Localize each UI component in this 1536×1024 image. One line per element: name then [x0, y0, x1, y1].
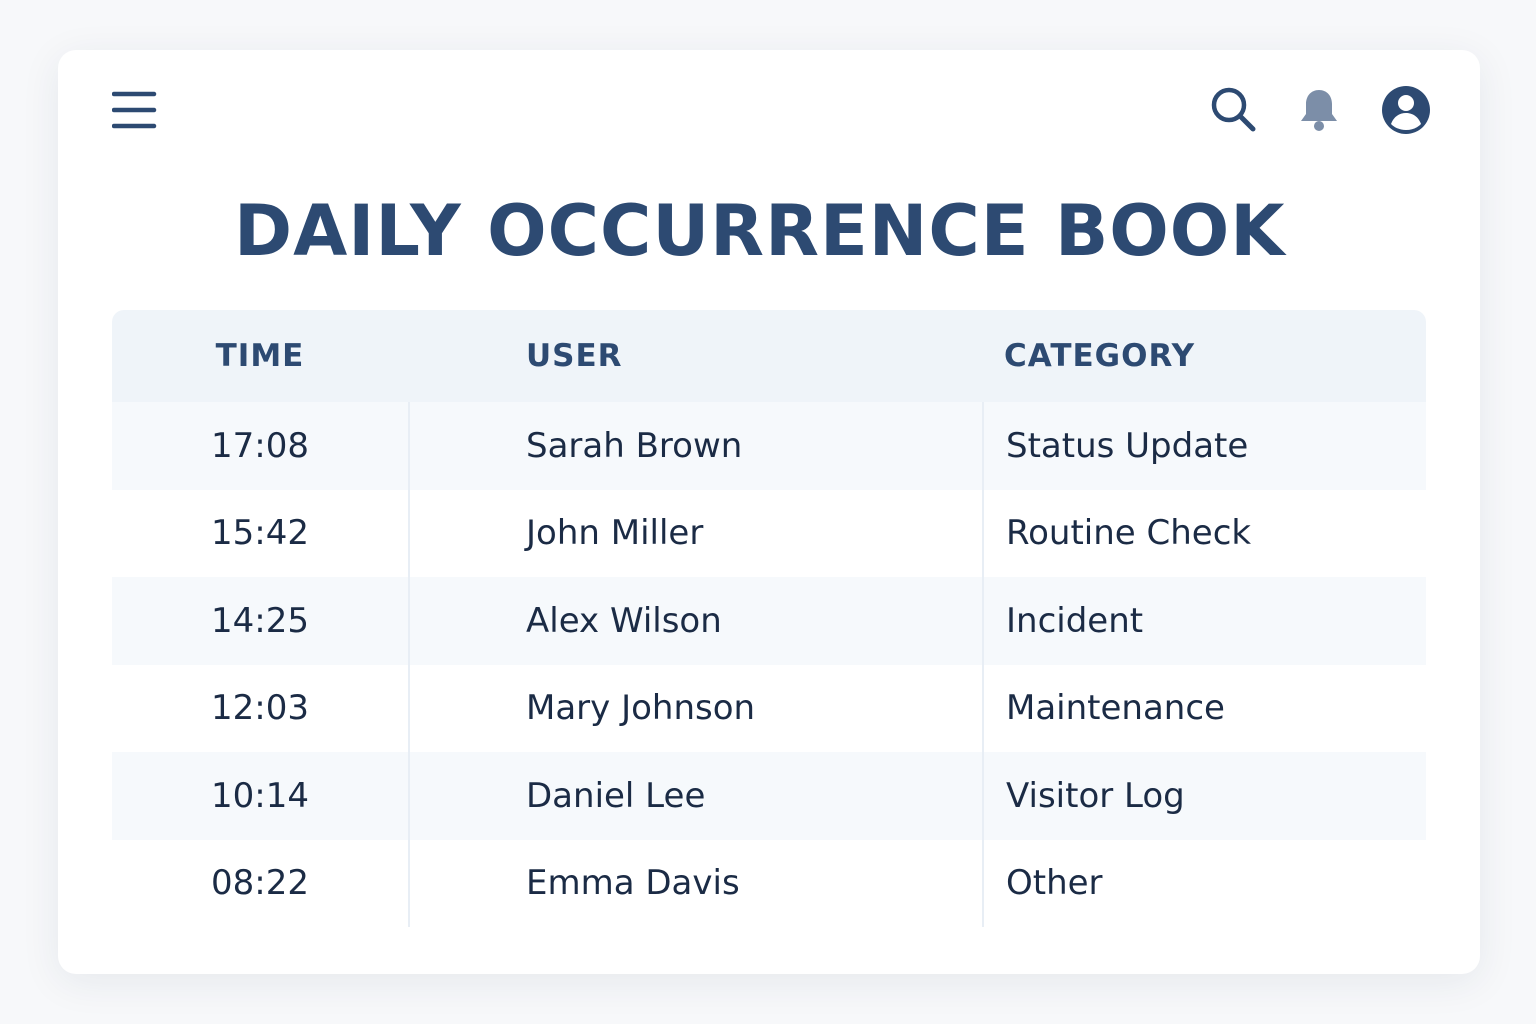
table-cell: Visitor Log [982, 752, 1426, 840]
table-row[interactable]: 10:14 Daniel Lee Visitor Log [112, 752, 1426, 840]
table-cell: Maintenance [982, 664, 1426, 752]
table-row[interactable]: 17:08 Sarah Brown Status Update [112, 402, 1426, 490]
table-cell: John Miller [408, 489, 982, 577]
table-row[interactable]: 15:42 John Miller Routine Check [112, 489, 1426, 577]
page-title: DAILY OCCURRENCE BOOK [234, 190, 1286, 272]
table-cell: Routine Check [982, 489, 1426, 577]
table-cell: Emma Davis [408, 839, 982, 927]
notifications-button[interactable] [1296, 86, 1342, 134]
table-cell: 10:14 [211, 775, 309, 816]
table-cell: 15:42 [211, 513, 309, 554]
profile-button[interactable] [1380, 84, 1432, 136]
table-cell: 08:22 [211, 863, 309, 904]
column-header: CATEGORY [1004, 338, 1196, 374]
table-cell: 14:25 [211, 600, 309, 641]
table-cell: 17:08 [211, 425, 309, 466]
table-row[interactable]: 08:22 Emma Davis Other [112, 839, 1426, 927]
table-cell: Daniel Lee [408, 752, 982, 840]
card: DAILY OCCURRENCE BOOK TIME USER CATEGORY 17… [58, 50, 1480, 974]
table-cell: Sarah Brown [408, 402, 982, 490]
column-header: USER [526, 338, 623, 374]
occurrence-table: TIME USER CATEGORY 17:08 Sarah Brown Status U… [112, 310, 1426, 927]
search-button[interactable] [1210, 86, 1258, 134]
table-cell: 12:03 [211, 688, 309, 729]
table-row[interactable]: 14:25 Alex Wilson Incident [112, 577, 1426, 665]
table-row[interactable]: 12:03 Mary Johnson Maintenance [112, 664, 1426, 752]
table-cell: Other [982, 839, 1426, 927]
table-header: TIME USER CATEGORY [112, 310, 1426, 402]
table-cell: Incident [982, 577, 1426, 665]
menu-button[interactable] [112, 90, 158, 132]
table-cell: Mary Johnson [408, 664, 982, 752]
column-header: TIME [215, 338, 305, 374]
table-cell: Status Update [982, 402, 1426, 490]
table-cell: Alex Wilson [408, 577, 982, 665]
